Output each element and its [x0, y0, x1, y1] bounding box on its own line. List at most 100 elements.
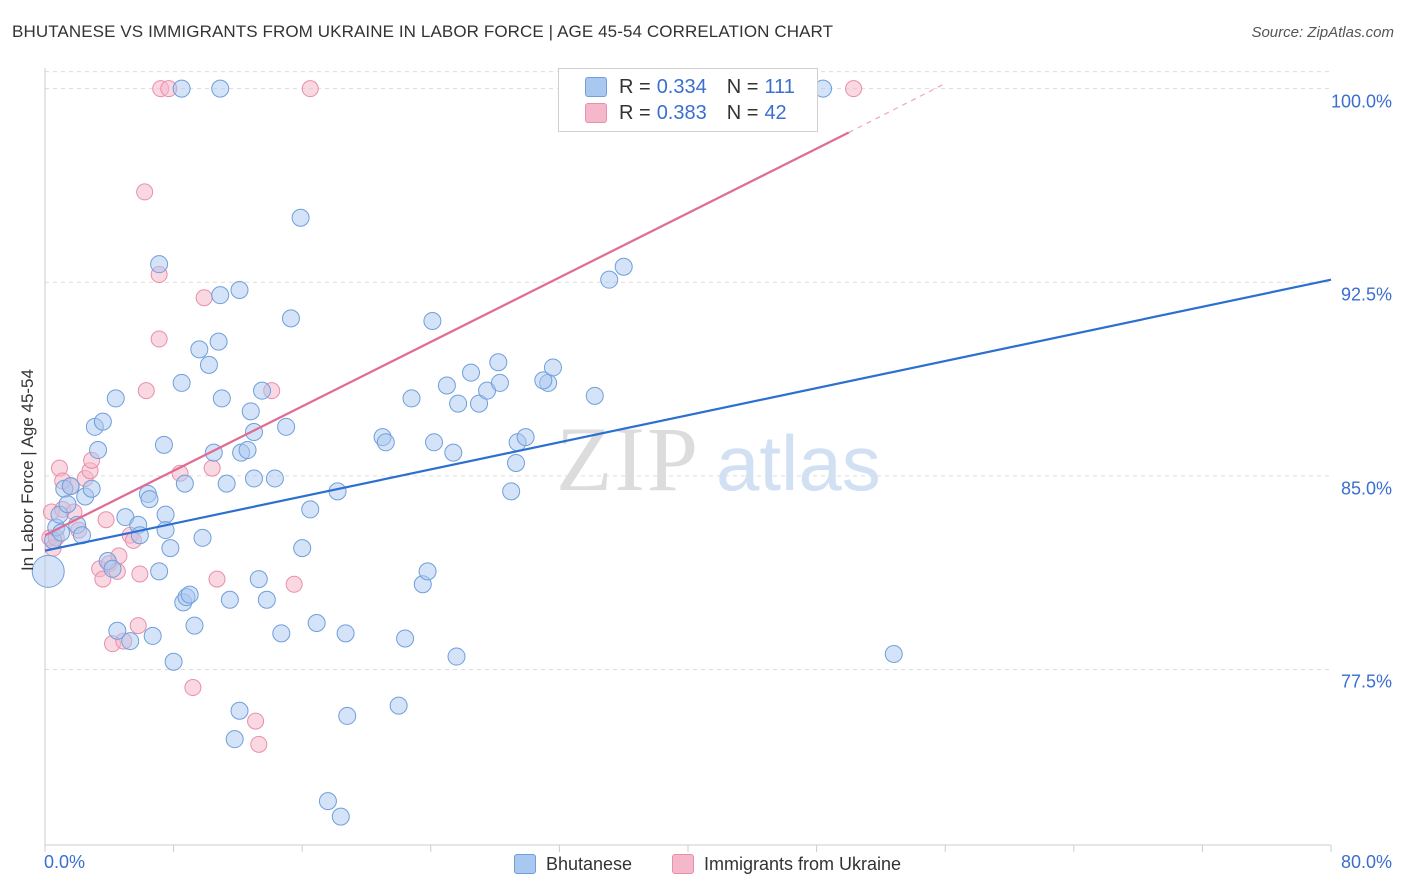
bhutanese-point — [444, 443, 463, 462]
legend-n-value: 111 — [764, 75, 795, 98]
trend-lines — [44, 82, 1332, 552]
ukraine-point — [285, 575, 303, 593]
bhutanese-point — [543, 358, 562, 377]
bhutanese-point — [265, 469, 284, 488]
bhutanese-point — [244, 469, 263, 488]
bhutanese-point — [103, 559, 122, 578]
bhutanese-point — [172, 373, 191, 392]
bhutanese-point — [490, 373, 509, 392]
ukraine-point — [250, 735, 268, 753]
bhutanese-point — [338, 706, 357, 725]
bhutanese-point — [31, 554, 65, 588]
bhutanese-point — [506, 453, 525, 472]
bhutanese-point — [172, 79, 191, 98]
bhutanese-point — [336, 624, 355, 643]
bhutanese-point — [884, 644, 903, 663]
ukraine-point — [97, 511, 115, 529]
bhutanese-point — [489, 353, 508, 372]
bhutanese-point — [272, 624, 291, 643]
bhutanese-trend-line — [44, 278, 1332, 552]
bhutanese-point — [437, 376, 456, 395]
bhutanese-point — [470, 394, 489, 413]
bhutanese-point — [89, 441, 108, 460]
bhutanese-point — [502, 482, 521, 501]
ukraine-point — [137, 382, 155, 400]
bhutanese-point — [516, 428, 535, 447]
bhutanese-point — [389, 696, 408, 715]
bhutanese-point — [376, 433, 395, 452]
bhutanese-point — [293, 539, 312, 558]
ukraine-point — [301, 80, 319, 98]
bhutanese-point — [241, 402, 260, 421]
ukraine-point — [184, 679, 202, 697]
legend-swatch-blue — [585, 77, 607, 97]
bhutanese-point — [61, 477, 80, 496]
bhutanese-point — [190, 340, 209, 359]
bhutanese-point — [161, 539, 180, 558]
bhutanese-point — [108, 621, 127, 640]
bhutanese-point — [257, 590, 276, 609]
bhutanese-point — [238, 441, 257, 460]
bhutanese-point — [150, 255, 169, 274]
bhutanese-point — [534, 371, 553, 390]
bhutanese-point — [600, 270, 619, 289]
bhutanese-point — [154, 435, 173, 454]
bhutanese-point — [220, 590, 239, 609]
bhutanese-point — [230, 701, 249, 720]
y-tick-label: 85.0% — [1340, 478, 1392, 499]
bhutanese-point — [253, 381, 272, 400]
bhutanese-point — [211, 79, 230, 98]
ukraine-point — [195, 289, 213, 307]
bhutanese-point — [150, 562, 169, 581]
x-tick-label-min: 0.0% — [44, 852, 86, 872]
bhutanese-point — [121, 632, 140, 651]
bhutanese-point — [175, 474, 194, 493]
bhutanese-point — [301, 500, 320, 519]
legend-row-ukraine: R = 0.383 N = 42 — [585, 101, 787, 125]
bhutanese-point — [106, 389, 125, 408]
legend-r-label: R = — [619, 101, 651, 124]
watermark-zip: ZIP — [556, 408, 700, 510]
bhutanese-point — [156, 505, 175, 524]
y-tick-label: 100.0% — [1330, 91, 1392, 112]
bhutanese-point — [143, 626, 162, 645]
ukraine-point — [203, 459, 221, 477]
bhutanese-point — [82, 479, 101, 498]
ukraine-point — [845, 80, 863, 98]
bhutanese-point — [461, 363, 480, 382]
x-tick-label-max: 80.0% — [1340, 852, 1392, 872]
bhutanese-point — [140, 490, 159, 509]
ukraine-point — [136, 183, 154, 201]
bhutanese-point — [244, 422, 263, 441]
bhutanese-point — [423, 311, 442, 330]
bhutanese-point — [199, 355, 218, 374]
legend-swatch-blue — [514, 854, 536, 874]
bhutanese-point — [585, 386, 604, 405]
axes — [44, 68, 1332, 852]
bhutanese-point — [447, 647, 466, 666]
ukraine-trend-line — [44, 131, 850, 537]
legend-r-value: 0.334 — [656, 75, 707, 98]
legend-swatch-pink — [672, 854, 694, 874]
bhutanese-point — [193, 528, 212, 547]
correlation-legend: R = 0.334 N = 111 R = 0.383 N = 42 — [558, 68, 818, 132]
bhutanese-point — [396, 629, 415, 648]
bhutanese-point — [225, 730, 244, 749]
legend-n-label: N = — [726, 101, 759, 124]
bhutanese-point — [209, 332, 228, 351]
source-credit: Source: ZipAtlas.com — [1251, 24, 1394, 41]
bhutanese-point — [217, 474, 236, 493]
ukraine-point — [208, 570, 226, 588]
ukraine-point — [131, 565, 149, 583]
legend-swatch-pink — [585, 103, 607, 123]
bhutanese-point — [185, 616, 204, 635]
bhutanese-point — [58, 495, 77, 514]
bhutanese-point — [418, 562, 437, 581]
legend-n-value: 42 — [764, 101, 787, 124]
legend-item-bhutanese: Bhutanese — [514, 852, 632, 876]
legend-row-bhutanese: R = 0.334 N = 111 — [585, 75, 795, 99]
bhutanese-point — [614, 257, 633, 276]
chart-title: BHUTANESE VS IMMIGRANTS FROM UKRAINE IN … — [12, 22, 834, 41]
